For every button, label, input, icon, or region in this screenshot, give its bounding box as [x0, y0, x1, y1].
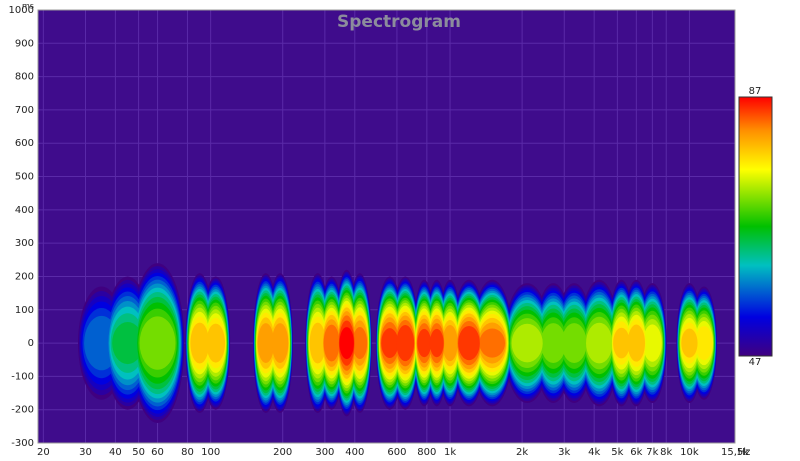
level-contour	[190, 322, 210, 364]
x-tick-label: 5k	[611, 447, 623, 458]
level-contour	[681, 328, 698, 358]
colorbar-max: 87	[749, 86, 762, 97]
x-unit: Hz	[738, 447, 751, 458]
y-tick-label: -100	[11, 371, 34, 382]
level-contour	[309, 322, 326, 364]
x-tick-label: 80	[181, 447, 194, 458]
level-contour	[323, 324, 340, 362]
y-tick-label: 600	[15, 138, 34, 149]
y-tick-label: 1000	[9, 5, 34, 16]
y-tick-label: -300	[11, 438, 34, 449]
level-contour	[139, 316, 176, 370]
x-tick-label: 8k	[660, 447, 672, 458]
colorbar	[738, 96, 773, 357]
plot-frame	[37, 9, 736, 444]
y-tick-label: 100	[15, 305, 34, 316]
x-tick-label: 400	[345, 447, 364, 458]
level-contour	[627, 324, 645, 362]
level-contour	[381, 328, 399, 358]
y-tick-label: -200	[11, 405, 34, 416]
x-tick-label: 60	[151, 447, 164, 458]
level-contour	[257, 323, 275, 363]
x-tick-label: 300	[315, 447, 334, 458]
x-tick-label: 2k	[516, 447, 528, 458]
level-contour	[339, 327, 354, 360]
level-contour	[613, 327, 630, 359]
level-contour	[511, 323, 543, 363]
x-tick-label: 3k	[558, 447, 570, 458]
level-contour	[586, 322, 613, 364]
level-contour	[458, 325, 480, 361]
y-tick-label: 200	[15, 271, 34, 282]
x-tick-label: 6k	[630, 447, 642, 458]
y-tick-label: 900	[15, 38, 34, 49]
level-contour	[396, 325, 415, 362]
level-contour	[417, 328, 432, 358]
x-tick-label: 50	[132, 447, 145, 458]
level-contour	[442, 325, 458, 362]
level-contour	[540, 323, 566, 364]
x-tick-label: 7k	[646, 447, 658, 458]
x-tick-label: 15,5k	[721, 447, 749, 458]
y-tick-label: 700	[15, 105, 34, 116]
level-contour	[206, 323, 226, 363]
level-contour	[561, 323, 587, 364]
y-tick-label: 500	[15, 172, 34, 183]
chart-title: Spectrogram	[337, 12, 461, 32]
level-contour	[642, 324, 662, 362]
level-contour	[429, 328, 444, 358]
level-contour	[479, 328, 506, 358]
y-tick-label: 400	[15, 205, 34, 216]
x-tick-label: 20	[37, 447, 50, 458]
x-tick-label: 30	[79, 447, 92, 458]
level-contour	[695, 326, 713, 361]
level-contour	[271, 323, 289, 363]
x-tick-label: 4k	[588, 447, 600, 458]
y-tick-label: 0	[28, 338, 34, 349]
y-tick-label: 300	[15, 238, 34, 249]
level-contour	[112, 322, 144, 365]
x-tick-label: 200	[273, 447, 292, 458]
y-unit: ms	[22, 2, 34, 11]
x-tick-label: 1k	[444, 447, 456, 458]
level-contour	[352, 327, 368, 360]
x-tick-label: 40	[109, 447, 122, 458]
spectrogram	[77, 263, 718, 424]
colorbar-min: 47	[749, 357, 762, 368]
x-tick-label: 10k	[680, 447, 699, 458]
x-tick-label: 100	[201, 447, 220, 458]
x-tick-label: 600	[387, 447, 406, 458]
x-tick-label: 800	[417, 447, 436, 458]
y-tick-label: 800	[15, 72, 34, 83]
